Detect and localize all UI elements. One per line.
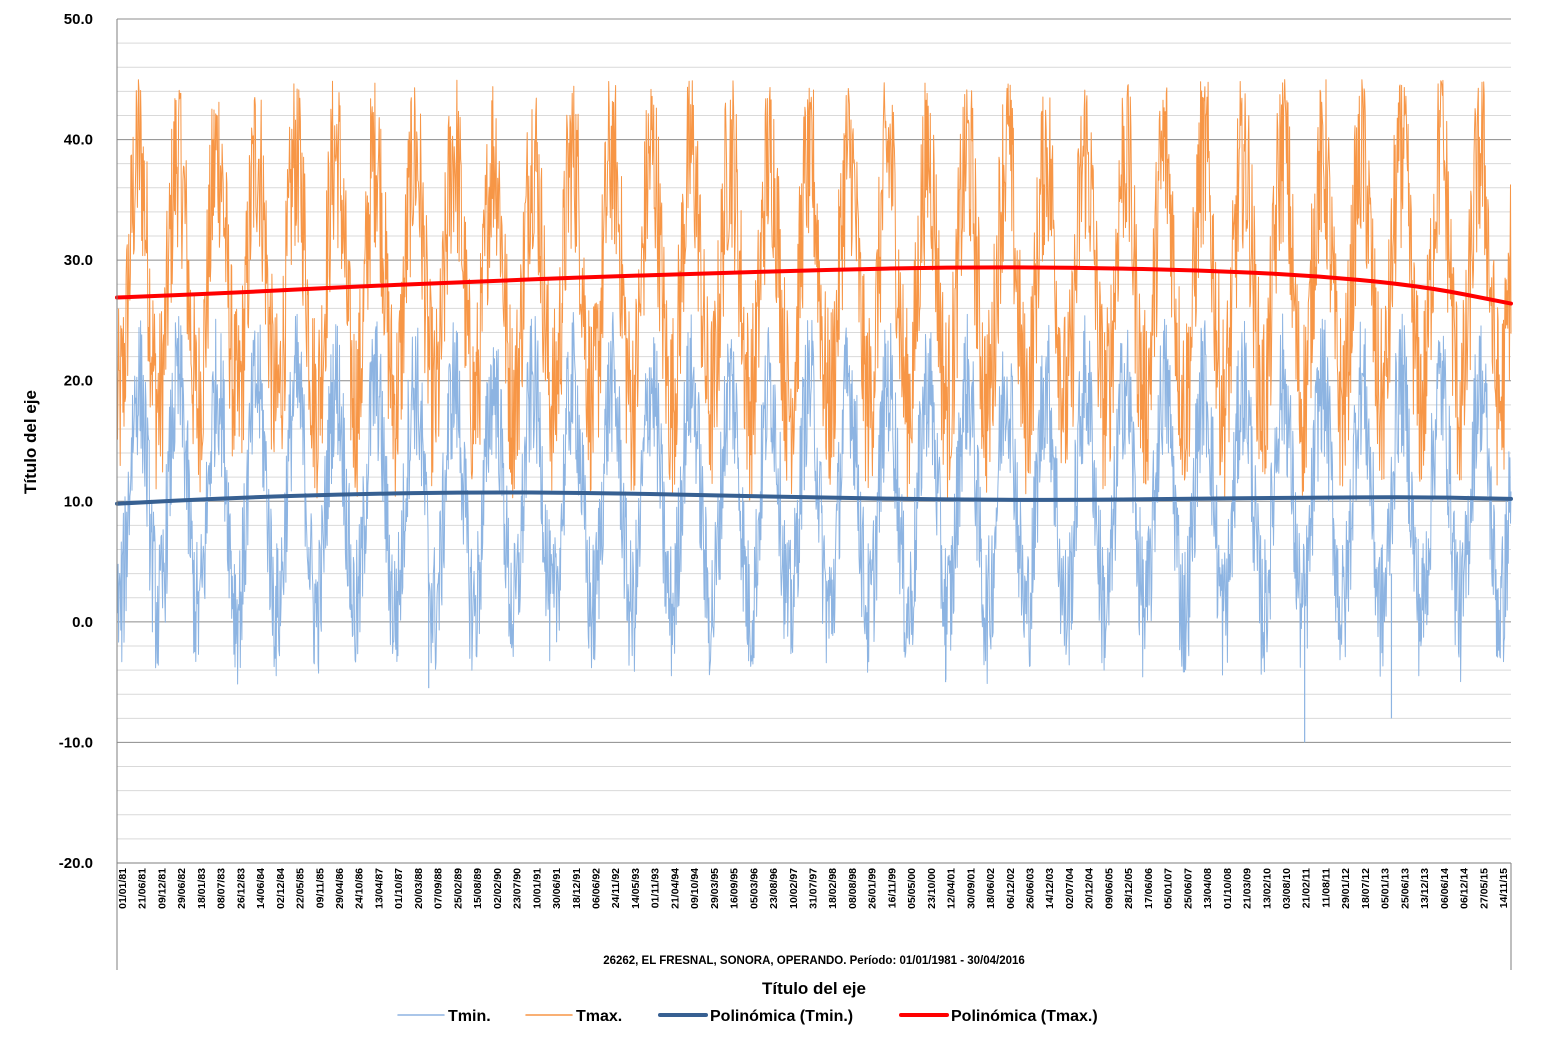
x-tick-label: 20/12/04 [1084, 868, 1096, 909]
x-tick-label: 16/09/95 [729, 868, 741, 909]
trend-tmax [115, 265, 1513, 306]
y-tick-label: 40.0 [64, 132, 93, 149]
y-tick-label: 50.0 [64, 11, 93, 28]
x-tick-label: 01/10/87 [393, 868, 405, 909]
x-tick-label: 18/06/02 [985, 868, 997, 909]
x-tick-label: 25/02/89 [452, 868, 464, 909]
x-tick-label: 02/12/84 [275, 868, 287, 909]
x-tick-label: 29/03/95 [709, 868, 721, 909]
x-tick-label: 09/06/05 [1103, 868, 1115, 909]
x-tick-label: 18/02/98 [827, 868, 839, 909]
legend-label-tmax: Tmax. [576, 1008, 622, 1025]
x-tick-label: 21/03/09 [1242, 868, 1254, 909]
trend-tmin [115, 490, 1513, 506]
x-tick-label: 21/06/81 [137, 868, 149, 909]
x-tick-label: 15/08/89 [472, 868, 484, 909]
x-tick-label: 14/12/03 [1044, 868, 1056, 909]
x-tick-label: 12/04/01 [946, 868, 958, 909]
x-tick-label: 05/03/96 [748, 868, 760, 909]
x-tick-label: 10/02/97 [788, 868, 800, 909]
x-tick-label: 06/12/14 [1459, 868, 1471, 909]
x-tick-label: 09/12/81 [157, 868, 169, 909]
y-tick-label: -20.0 [59, 855, 93, 872]
axes [116, 19, 1512, 970]
x-tick-label: 13/04/08 [1202, 868, 1214, 909]
x-tick-label: 31/07/97 [808, 868, 820, 909]
x-tick-label: 30/06/91 [551, 868, 563, 909]
x-tick-label: 22/05/85 [295, 868, 307, 909]
y-tick-label: -10.0 [59, 734, 93, 751]
x-tick-label: 02/07/04 [1064, 868, 1076, 909]
legend-label-poly-tmax: Polinómica (Tmax.) [951, 1008, 1098, 1025]
x-tick-label: 05/01/13 [1380, 868, 1392, 909]
x-tick-label: 18/07/12 [1360, 868, 1372, 909]
x-tick-label: 26/01/99 [867, 868, 879, 909]
x-tick-label: 06/06/92 [591, 868, 603, 909]
x-tick-label: 05/01/07 [1163, 868, 1175, 909]
x-tick-label: 17/06/06 [1143, 868, 1155, 909]
x-tick-label: 14/11/15 [1498, 868, 1510, 908]
x-tick-label: 13/02/10 [1261, 868, 1273, 909]
x-tick-label: 09/10/94 [689, 868, 701, 909]
x-tick-label: 14/06/84 [255, 868, 267, 909]
x-tick-label: 28/12/05 [1123, 868, 1135, 909]
y-tick-label: 20.0 [64, 373, 93, 390]
series-tmin [116, 311, 1512, 685]
x-tick-label: 18/01/83 [196, 868, 208, 909]
x-tick-label: 09/11/85 [314, 868, 326, 908]
x-tick-label: 01/01/81 [117, 868, 129, 909]
x-tick-label: 23/07/90 [512, 868, 524, 909]
x-tick-label: 07/09/88 [433, 868, 445, 909]
x-tick-label: 01/11/93 [650, 868, 662, 908]
x-tick-label: 27/05/15 [1478, 868, 1490, 909]
x-tick-label: 24/10/86 [354, 868, 366, 909]
x-tick-label: 11/08/11 [1320, 868, 1332, 908]
legend: Tmin. Tmax. Polinómica (Tmin.) Polinómic… [397, 1008, 1098, 1025]
x-tick-label: 10/01/91 [531, 868, 543, 909]
y-tick-label: 30.0 [64, 252, 93, 269]
x-tick-label: 06/12/02 [1005, 868, 1017, 909]
x-axis-title: Título del eje [762, 979, 866, 998]
x-tick-label: 29/04/86 [334, 868, 346, 909]
x-tick-label: 26/06/03 [1025, 868, 1037, 909]
x-tick-label: 05/05/00 [906, 868, 918, 909]
y-axis-title: Título del eje [21, 390, 40, 494]
y-tick-labels: -20.0 -10.0 0.0 10.0 20.0 30.0 40.0 50.0 [59, 11, 93, 872]
series-layer [115, 79, 1513, 743]
x-tick-label: 23/10/00 [926, 868, 938, 909]
series-tmax [116, 79, 1512, 501]
x-tick-label: 23/08/96 [768, 868, 780, 909]
x-tick-label: 03/08/10 [1281, 868, 1293, 909]
chart-subtitle: 26262, EL FRESNAL, SONORA, OPERANDO. Per… [603, 955, 1025, 967]
x-tick-label: 02/02/90 [492, 868, 504, 909]
x-tick-label: 16/11/99 [886, 868, 898, 908]
x-tick-label: 20/03/88 [413, 868, 425, 909]
x-tick-label: 25/06/13 [1399, 868, 1411, 909]
x-tick-label: 29/01/12 [1340, 868, 1352, 909]
legend-label-poly-tmin: Polinómica (Tmin.) [710, 1008, 853, 1025]
y-tick-label: 10.0 [64, 493, 93, 510]
x-tick-label: 14/05/93 [630, 868, 642, 909]
x-tick-label: 29/06/82 [176, 868, 188, 909]
x-tick-label: 24/11/92 [610, 868, 622, 908]
x-tick-label: 30/09/01 [965, 868, 977, 909]
x-tick-label: 26/12/83 [235, 868, 247, 909]
x-tick-labels: 01/01/81 21/06/81 09/12/81 29/06/82 18/01/83… [117, 868, 1510, 909]
x-tick-label: 06/06/14 [1439, 868, 1451, 909]
x-tick-label: 08/07/83 [216, 868, 228, 909]
x-tick-label: 08/08/98 [847, 868, 859, 909]
x-tick-label: 18/12/91 [571, 868, 583, 909]
x-tick-label: 13/12/13 [1419, 868, 1431, 909]
x-tick-label: 21/02/11 [1301, 868, 1313, 908]
x-tick-label: 13/04/87 [374, 868, 386, 909]
x-tick-label: 01/10/08 [1222, 868, 1234, 909]
x-tick-label: 25/06/07 [1182, 868, 1194, 909]
legend-label-tmin: Tmin. [448, 1008, 491, 1025]
x-tick-label: 21/04/94 [669, 868, 681, 909]
y-tick-label: 0.0 [72, 614, 93, 631]
